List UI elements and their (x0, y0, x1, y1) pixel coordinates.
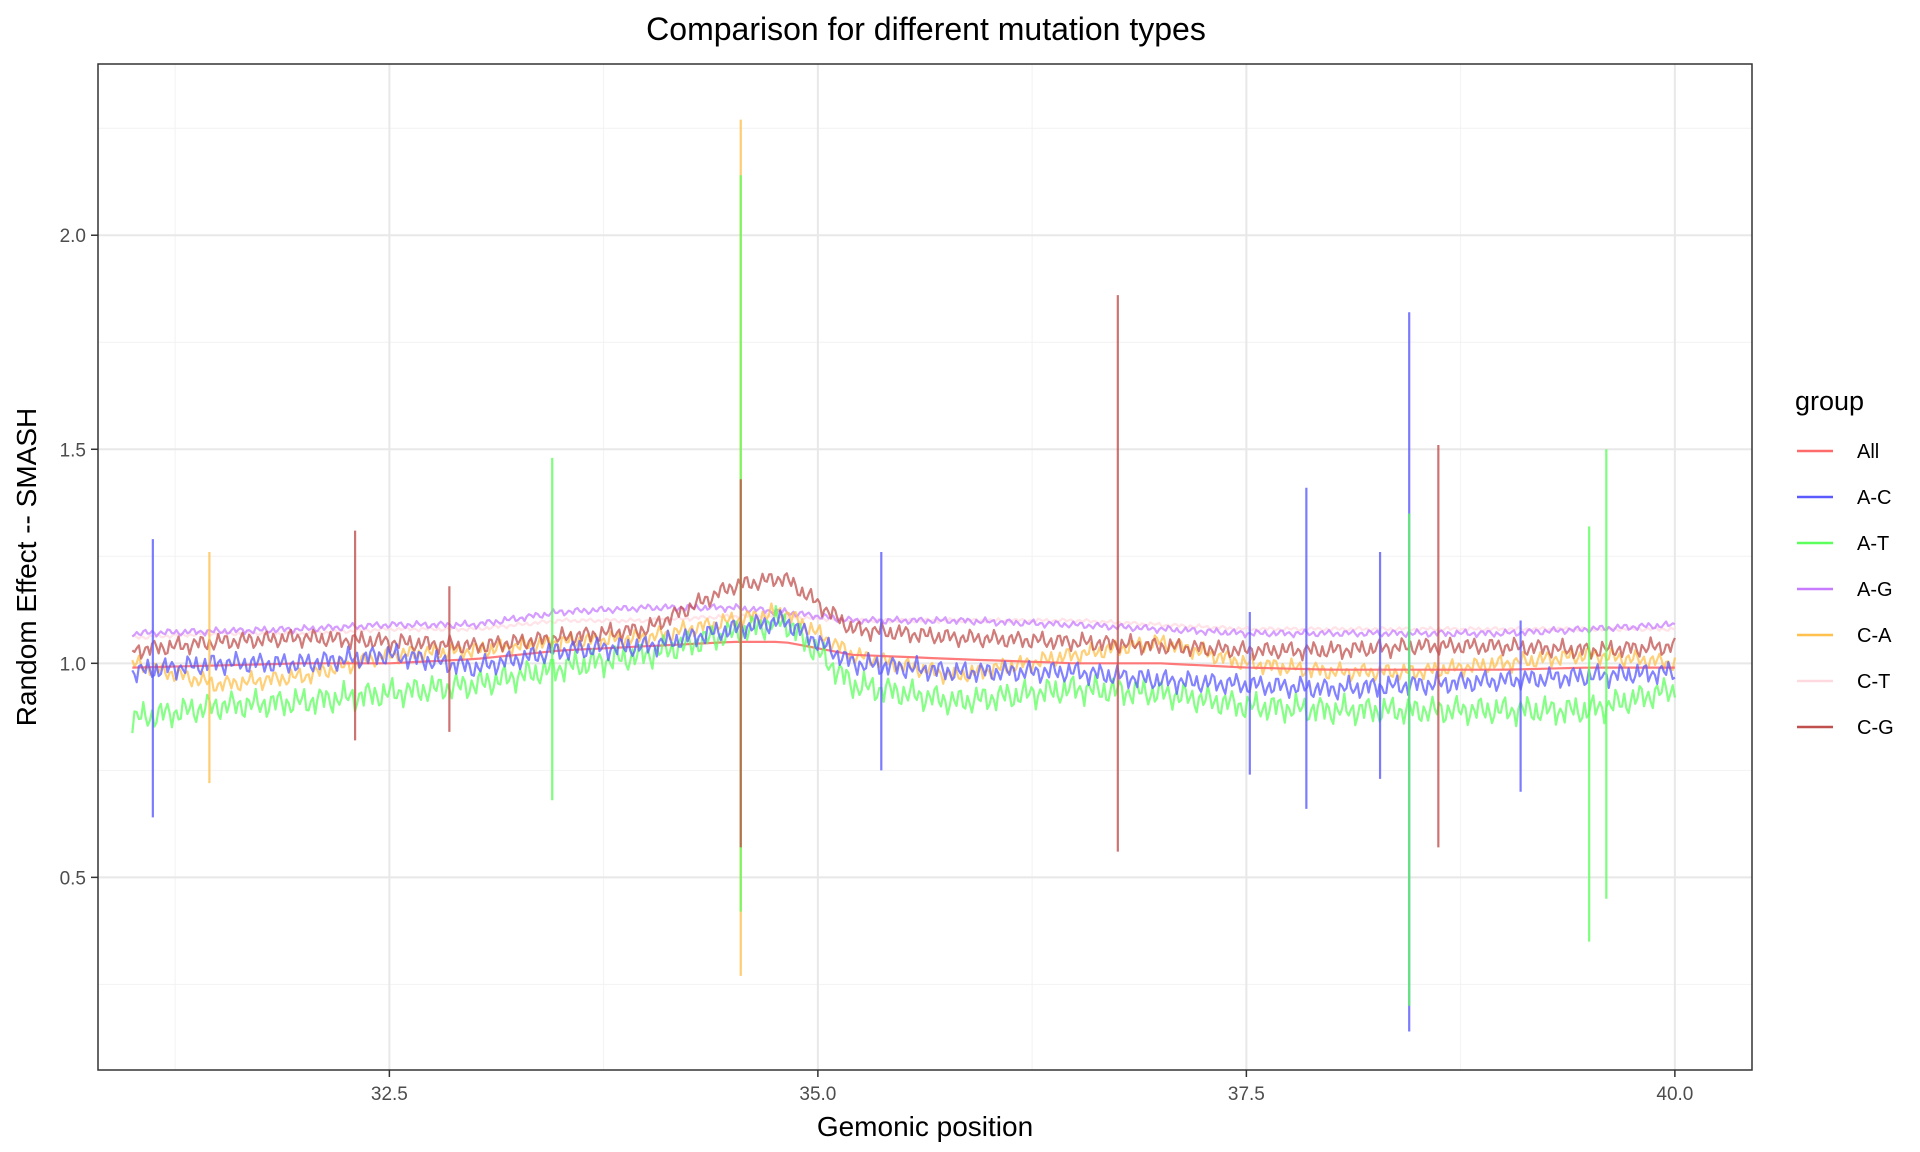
grid-lines (98, 64, 1752, 1070)
y-axis-title: Random Effect -- SMASH (11, 408, 42, 726)
y-tick-label: 1.5 (60, 440, 86, 461)
legend-title: group (1795, 386, 1864, 416)
chart-title: Comparison for different mutation types (646, 11, 1206, 47)
series-lines (131, 572, 1676, 734)
x-tick-label: 40.0 (1656, 1084, 1693, 1105)
plot-border (97, 63, 1753, 1071)
legend-label-a-t: A-T (1857, 533, 1889, 555)
legend-label-a-g: A-G (1857, 579, 1893, 601)
series-line-a-c (131, 609, 1676, 701)
legend: group All A-C A-T A-G C-A C-T C-G (1795, 386, 1894, 739)
legend-label-all: All (1857, 441, 1879, 463)
y-tick-label: 2.0 (60, 226, 86, 247)
x-axis: 32.5 35.0 37.5 40.0 (371, 1070, 1693, 1105)
series-line-a-g (131, 603, 1676, 639)
legend-label-c-t: C-T (1857, 671, 1890, 693)
x-tick-label: 37.5 (1228, 1084, 1265, 1105)
y-axis: 0.5 1.0 1.5 2.0 (60, 226, 98, 889)
y-tick-label: 0.5 (60, 868, 86, 889)
plot-panel (98, 64, 1752, 1070)
spike-lines (151, 119, 1608, 1032)
x-axis-title: Gemonic position (817, 1111, 1033, 1142)
legend-label-c-g: C-G (1857, 717, 1894, 739)
legend-label-c-a: C-A (1857, 625, 1892, 647)
x-tick-label: 32.5 (371, 1084, 408, 1105)
y-tick-label: 1.0 (60, 654, 86, 675)
series-line-a-t (131, 605, 1676, 734)
series-line-all (132, 640, 1675, 671)
legend-label-a-c: A-C (1857, 487, 1891, 509)
x-tick-label: 35.0 (799, 1084, 836, 1105)
